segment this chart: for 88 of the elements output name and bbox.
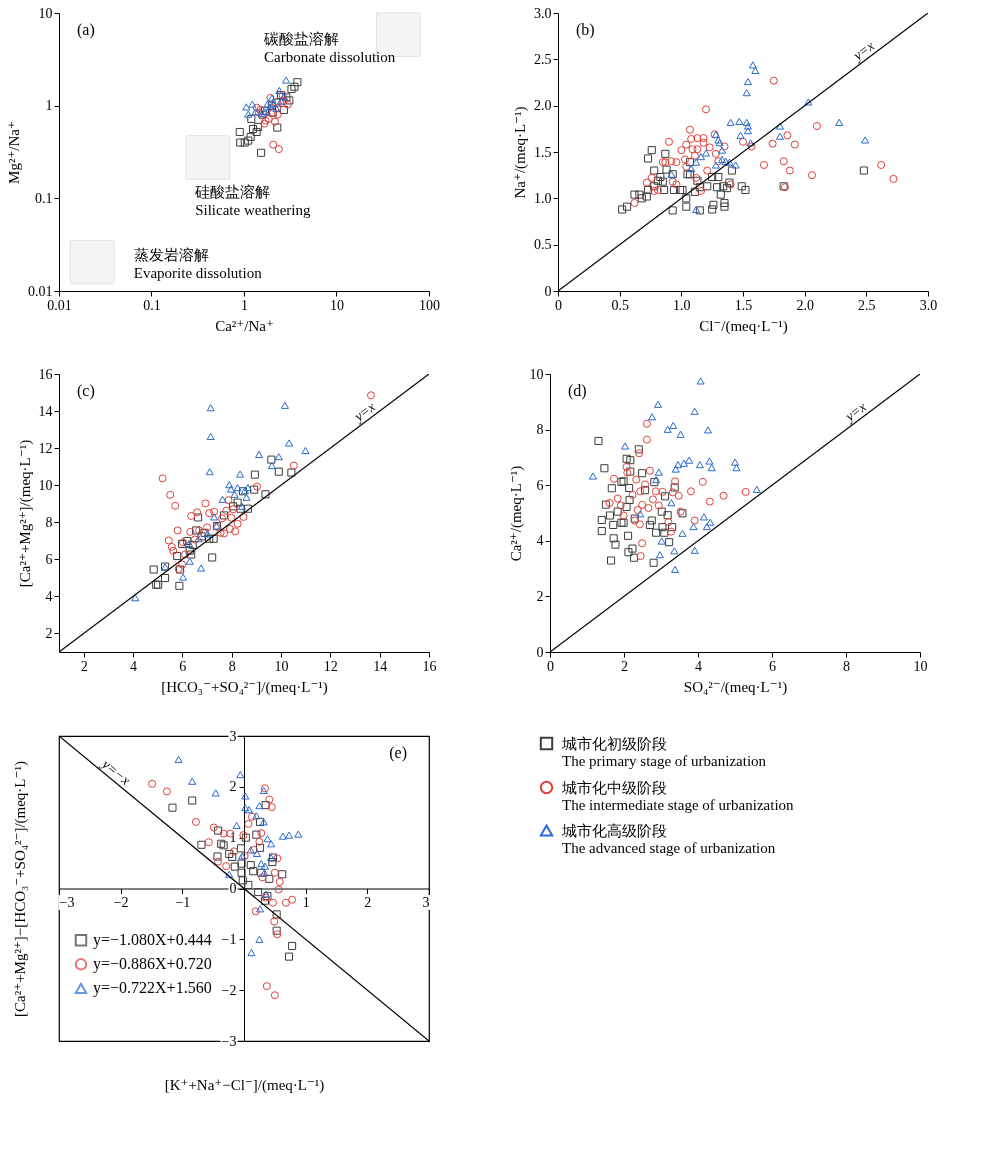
- x-tick-label: 1: [241, 297, 248, 313]
- y-tick-label: −3: [221, 1033, 237, 1049]
- y-tick-label: −1: [221, 931, 237, 947]
- y-tick-label: 2.0: [534, 98, 552, 114]
- x-tick-label: 16: [422, 658, 437, 674]
- chart-title: (c): [77, 382, 95, 400]
- legend-label: 城市化中级阶段 The intermediate stage of urbanization: [561, 779, 795, 813]
- y-tick-label: 2: [536, 588, 544, 604]
- x-tick-label: 12: [323, 658, 338, 674]
- x-tick-label: 0.5: [611, 297, 629, 313]
- x-axis-title: [K⁺+Na⁺−Cl⁻]/(meq·L⁻¹): [164, 1076, 325, 1094]
- y-tick-label: 0.01: [28, 283, 53, 299]
- legend-label: 城市化高级阶段 The advanced stage of urbanization: [561, 822, 776, 856]
- annotation: y=−0.722X+1.560: [93, 979, 212, 998]
- x-tick-label: 6: [769, 658, 776, 674]
- x-axis-title: Cl⁻/(meq·L⁻¹): [699, 317, 788, 335]
- y-tick-label: 0.1: [35, 190, 53, 206]
- x-tick-label: 3.0: [919, 297, 938, 313]
- annotation: y=−0.886X+0.720: [93, 955, 212, 974]
- legend-label: 城市化初级阶段 The primary stage of urbanization: [561, 735, 767, 769]
- y-tick-label: 3.0: [534, 5, 552, 21]
- x-tick-label: 6: [179, 658, 187, 674]
- y-tick-label: 1: [45, 98, 53, 114]
- y-tick-label: 0.5: [534, 237, 552, 253]
- x-tick-label: −3: [59, 895, 75, 910]
- y-axis-title: Mg²⁺/Na⁺: [6, 121, 22, 184]
- y-tick-label: 1.5: [534, 144, 552, 160]
- y-tick-label: 10: [38, 5, 53, 21]
- text: y=x: [848, 37, 878, 65]
- text: y=x: [840, 398, 870, 426]
- y-tick-label: 6: [45, 551, 53, 567]
- y-tick-label: 3: [229, 728, 237, 744]
- x-tick-label: −1: [175, 895, 191, 910]
- y-tick-label: 0: [229, 881, 237, 896]
- x-tick-label: 2: [80, 658, 88, 674]
- x-axis-title: SO₄²⁻/(meq·L⁻¹): [683, 678, 788, 696]
- y-tick-label: 0: [544, 283, 552, 299]
- text: (b): [576, 21, 595, 39]
- x-tick-label: 0: [555, 297, 562, 313]
- chart-title: (d): [568, 382, 587, 400]
- x-tick-label: 1.5: [734, 297, 753, 313]
- y-tick-label: 14: [38, 403, 53, 419]
- y-tick-label: 0: [536, 644, 544, 660]
- x-tick-label: 14: [373, 658, 388, 674]
- x-tick-label: 0.1: [143, 297, 161, 313]
- x-tick-label: 2: [621, 658, 628, 674]
- chart-title: (e): [389, 744, 407, 762]
- y-tick-label: 8: [45, 514, 53, 530]
- annotation: 蒸发岩溶解 Evaporite dissolution: [133, 247, 263, 282]
- y-tick-label: 4: [536, 533, 544, 549]
- x-tick-label: 10: [913, 658, 928, 674]
- y-tick-label: 6: [536, 477, 544, 493]
- y-tick-label: 1: [229, 830, 237, 846]
- x-tick-label: 2.5: [858, 297, 876, 313]
- y-axis-title: Ca²⁺/(meq·L⁻¹): [507, 465, 525, 562]
- annotation: 碳酸盐溶解 Carbonate dissolution: [262, 30, 396, 65]
- x-tick-label: 2.0: [796, 297, 814, 313]
- annotation: y=−1.080X+0.444: [93, 931, 212, 950]
- y-tick-label: 1.0: [534, 190, 552, 206]
- y-axis-title: Na⁺/(meq·L⁻¹): [512, 106, 529, 199]
- x-tick-label: 100: [419, 297, 440, 313]
- x-axis-title: Ca²⁺/Na⁺: [215, 317, 274, 334]
- y-tick-label: 16: [38, 366, 53, 382]
- annotation: 硅酸盐溶解 Silicate weathering: [194, 184, 312, 219]
- x-tick-label: −2: [113, 895, 129, 910]
- y-tick-label: −2: [221, 982, 237, 998]
- text: y=x: [349, 398, 379, 426]
- x-tick-label: 8: [843, 658, 850, 674]
- x-axis-title: [HCO₃⁻+SO₄²⁻]/(meq·L⁻¹): [161, 678, 328, 696]
- y-tick-label: 8: [536, 422, 544, 438]
- x-tick-label: 4: [130, 658, 137, 674]
- x-tick-label: 1.0: [673, 297, 691, 313]
- x-tick-label: 10: [330, 297, 344, 313]
- y-tick-label: 10: [38, 477, 53, 493]
- y-tick-label: 2.5: [534, 51, 552, 67]
- x-tick-label: 2: [364, 895, 372, 910]
- x-tick-label: 4: [695, 658, 702, 674]
- chart-title: (a): [77, 21, 95, 39]
- y-tick-label: 4: [45, 588, 53, 604]
- y-tick-label: 2: [229, 779, 237, 795]
- y-tick-label: 12: [38, 440, 53, 456]
- y-axis-title: [Ca²⁺+Mg²⁺]/(meq·L⁻¹): [16, 439, 34, 588]
- x-tick-label: 3: [422, 895, 430, 910]
- y-axis-title: [Ca²⁺+Mg²⁺]−[HCO₃⁻+SO₄²⁻]/(meq·L⁻¹): [11, 761, 29, 1017]
- y-tick-label: 2: [45, 625, 53, 641]
- x-tick-label: 10: [274, 658, 289, 674]
- x-tick-label: 1: [302, 895, 310, 910]
- y-tick-label: 10: [529, 366, 544, 382]
